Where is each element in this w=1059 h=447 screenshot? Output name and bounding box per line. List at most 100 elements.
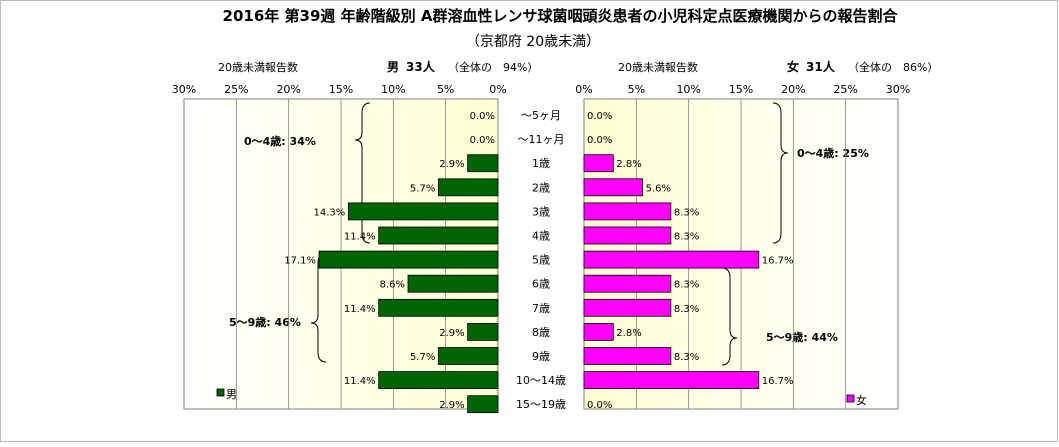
- tick-label-right: 25%: [833, 83, 857, 96]
- value-labels: 0.0% 0.0% 0.0% 0.0% 2.9% 2.8% 5.7% 5.6% 14.3% 8.3…: [284, 111, 793, 411]
- category-label: 3歳: [532, 205, 550, 218]
- category-label: 9歳: [532, 350, 550, 363]
- bar-male: [378, 298, 499, 317]
- value-label-female: 8.3%: [674, 207, 699, 218]
- right-header-caption: 20歳未満報告数: [618, 61, 698, 74]
- value-label-female: 0.0%: [587, 400, 612, 411]
- value-label-male: 2.9%: [439, 328, 464, 339]
- tick-label-left: 15%: [329, 83, 353, 96]
- category-label: 8歳: [532, 326, 550, 339]
- value-label-male: 11.4%: [344, 304, 376, 315]
- value-label-female: 0.0%: [587, 135, 612, 146]
- tick-label-left: 5%: [437, 83, 454, 96]
- bar-female: [583, 298, 672, 317]
- legend-label-female: 女: [856, 393, 867, 407]
- bar-female: [583, 226, 672, 245]
- chart-subtitle: （京都府 20歳未満）: [466, 34, 600, 50]
- left-header-count: 33人: [406, 59, 436, 74]
- tick-label-left: 20%: [276, 83, 300, 96]
- bar-female: [583, 154, 614, 173]
- value-label-male: 17.1%: [284, 256, 316, 267]
- value-label-male: 2.9%: [439, 159, 464, 170]
- bar-male: [378, 371, 499, 390]
- bar-female: [583, 274, 672, 293]
- tick-label-left: 0%: [489, 83, 506, 96]
- bar-male: [467, 322, 499, 341]
- right-header-sex: 女: [787, 59, 799, 74]
- value-label-male: 8.6%: [380, 280, 405, 291]
- axis-ticks: 30% 30% 25% 25% 20% 20% 15% 15% 10% 10% 5% 5% 0% 0%: [172, 83, 910, 96]
- left-bracket-0-4: [354, 102, 371, 244]
- bar-male: [378, 226, 499, 245]
- legend-swatch-female: [846, 394, 855, 403]
- bar-male: [407, 274, 499, 293]
- annotation-right-5-9: 5～9歳: 44%: [766, 330, 838, 344]
- bar-male: [437, 347, 499, 365]
- bar-male: [437, 178, 499, 197]
- value-label-male: 14.3%: [314, 207, 346, 218]
- left-header-caption: 20歳未満報告数: [218, 61, 298, 74]
- value-label-male: 5.7%: [410, 352, 435, 363]
- tick-label-right: 10%: [676, 83, 700, 96]
- right-bracket-0-4: [772, 102, 789, 244]
- legend-swatch-male: [216, 388, 225, 397]
- tick-label-right: 5%: [628, 83, 645, 96]
- category-label: 6歳: [532, 278, 550, 291]
- category-label: 5歳: [532, 254, 550, 267]
- category-label: 1歳: [532, 157, 550, 170]
- value-label-female: 2.8%: [616, 159, 641, 170]
- bars: [318, 154, 760, 414]
- value-label-male: 2.9%: [439, 400, 464, 411]
- right-header-share: （全体の 86%）: [848, 60, 938, 74]
- value-label-female: 0.0%: [587, 111, 612, 122]
- tick-label-left: 25%: [224, 83, 248, 96]
- tick-label-left: 30%: [172, 83, 196, 96]
- category-label: 2歳: [532, 181, 550, 194]
- bar-female: [583, 202, 672, 221]
- right-bracket-5-9: [721, 267, 738, 366]
- value-label-female: 8.3%: [674, 352, 699, 363]
- right-header-count: 31人: [806, 59, 836, 74]
- bar-female: [583, 347, 672, 365]
- value-label-male: 5.7%: [410, 183, 435, 194]
- value-label-male: 11.4%: [344, 232, 376, 243]
- legend-label-male: 男: [226, 388, 237, 401]
- bar-female: [583, 250, 760, 269]
- value-label-male: 0.0%: [470, 135, 495, 146]
- left-bracket-5-9: [310, 252, 327, 363]
- tick-label-right: 0%: [575, 83, 592, 96]
- category-labels: ～5ヶ月 ～11ヶ月 1歳 2歳 3歳 4歳 5歳 6歳 7歳 8歳 9歳 10～14歳 15～19歳: [516, 109, 566, 411]
- annotation-left-5-9: 5～9歳: 46%: [229, 315, 301, 329]
- annotation-right-0-4: 0～4歳: 25%: [797, 146, 869, 160]
- bar-male: [467, 154, 499, 173]
- tick-label-right: 15%: [729, 83, 753, 96]
- category-label: ～11ヶ月: [518, 133, 565, 146]
- value-label-female: 5.6%: [646, 183, 671, 194]
- value-label-female: 8.3%: [674, 280, 699, 291]
- bar-female: [583, 322, 614, 341]
- left-header-sex: 男: [387, 60, 399, 74]
- bar-female: [583, 371, 760, 390]
- value-label-female: 16.7%: [762, 256, 794, 267]
- value-label-female: 8.3%: [674, 232, 699, 243]
- tick-label-right: 30%: [886, 83, 910, 96]
- chart-title: 2016年 第39週 年齢階級別 A群溶血性レンサ球菌咽頭炎患者の小児科定点医療…: [223, 7, 899, 25]
- value-label-male: 0.0%: [470, 111, 495, 122]
- tick-label-left: 10%: [381, 83, 405, 96]
- category-label: 15～19歳: [516, 398, 566, 411]
- value-label-male: 11.4%: [344, 376, 376, 387]
- category-label: 10～14歳: [516, 374, 566, 387]
- bar-male: [347, 202, 499, 221]
- bar-male: [318, 250, 499, 269]
- category-label: 4歳: [532, 230, 550, 243]
- bar-female: [583, 178, 644, 197]
- category-label: 7歳: [532, 302, 550, 315]
- value-label-female: 2.8%: [616, 328, 641, 339]
- bar-male: [467, 395, 499, 414]
- left-header-share: （全体の 94%）: [448, 60, 538, 74]
- tick-label-right: 20%: [781, 83, 805, 96]
- value-label-female: 8.3%: [674, 304, 699, 315]
- annotation-left-0-4: 0～4歳: 34%: [244, 134, 316, 148]
- category-label: ～5ヶ月: [521, 109, 561, 122]
